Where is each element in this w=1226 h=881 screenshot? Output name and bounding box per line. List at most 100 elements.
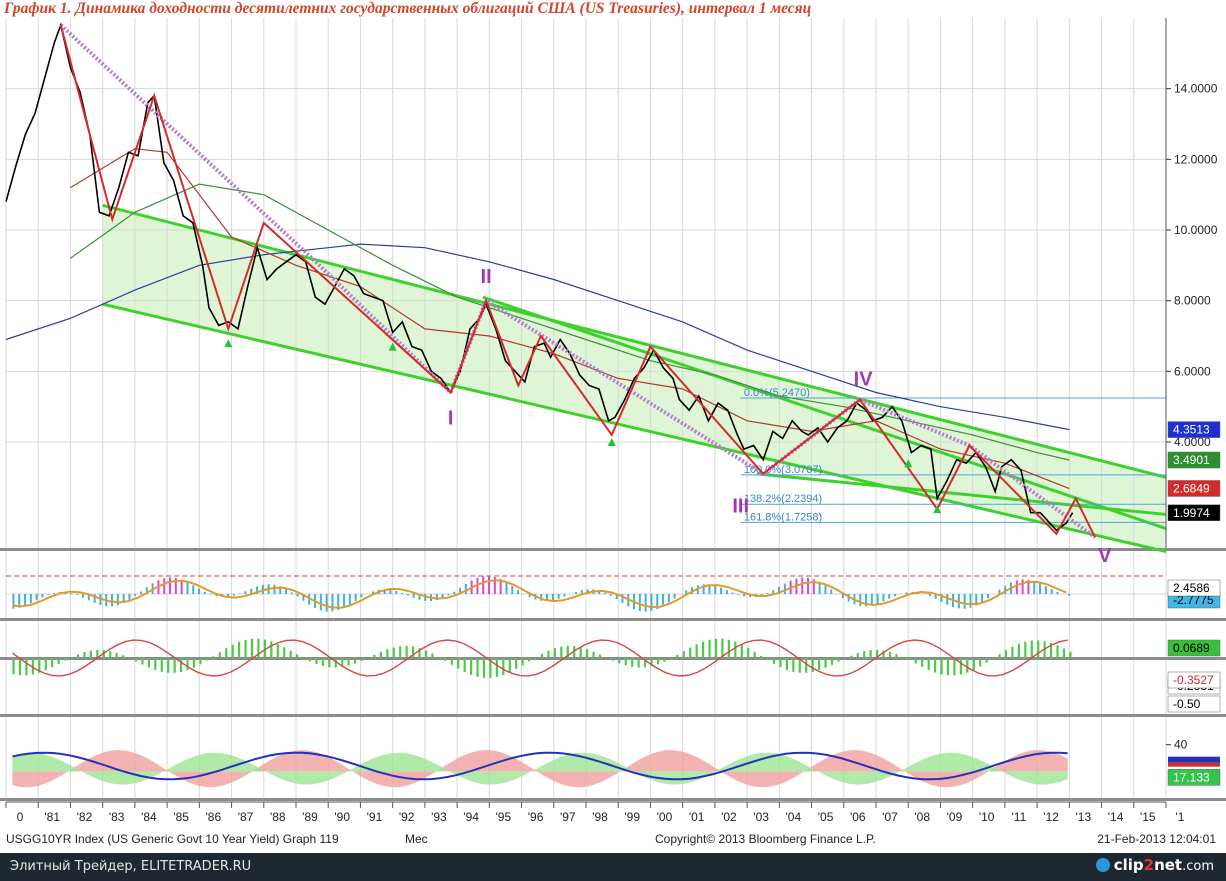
value-badge-label: 2.4586 [1173, 581, 1210, 595]
oscillator-bar [662, 594, 665, 607]
macd-bar [122, 655, 125, 658]
macd-bar [328, 658, 331, 668]
oscillator-bar [453, 591, 456, 594]
oscillator-bar [969, 594, 972, 608]
macd-bar [64, 658, 67, 661]
value-badge [1167, 451, 1221, 469]
dmi-plus-area [12, 750, 1068, 788]
macd-bar [624, 658, 627, 666]
macd-bar [663, 658, 666, 662]
macd-bar [51, 658, 54, 668]
oscillator-bar [203, 591, 206, 594]
macd-bar [437, 656, 440, 658]
x-tick-label: '99 [624, 810, 640, 824]
oscillator-signal-line [12, 579, 1067, 609]
macd-bar [231, 644, 234, 658]
value-badge-label: 0.0689 [1173, 641, 1210, 655]
macd-bar [450, 658, 453, 665]
oscillator-bar [598, 590, 601, 594]
x-tick-label: '10 [979, 810, 995, 824]
macd-bar [257, 638, 260, 658]
value-badge [1167, 695, 1221, 713]
x-tick-label: '87 [238, 810, 254, 824]
wave-label: IV [854, 368, 874, 390]
macd-bar [921, 658, 924, 667]
oscillator-bar [772, 590, 775, 594]
signal-marker [933, 505, 942, 514]
macd-bar [399, 646, 402, 658]
macd-bar [431, 653, 434, 658]
channel-upper-line [102, 203, 1167, 479]
macd-bar [70, 657, 73, 658]
macd-bar [12, 658, 15, 675]
macd-bar [753, 651, 756, 658]
macd-bar [553, 648, 556, 658]
oscillator-bar [644, 594, 647, 612]
macd-bar [818, 658, 821, 671]
x-tick-label: '00 [657, 810, 673, 824]
macd-bar [650, 658, 653, 667]
main-plot: 0.0%(5.2470)100.0%(3.0707)138.2%(2.2394)… [5, 22, 1167, 567]
macd-bar [225, 648, 228, 658]
adx-color-swatch [1168, 756, 1220, 763]
macd-bar [83, 652, 86, 658]
oscillator-bar [12, 594, 15, 609]
macd-bar [837, 658, 840, 662]
y-tick-label: 4.0000 [1174, 435, 1211, 449]
oscillator-bar [517, 589, 520, 594]
macd-bar [341, 658, 344, 667]
oscillator-bar [493, 577, 496, 594]
oscillator-bar [888, 594, 891, 599]
macd-bar [708, 639, 711, 658]
oscillator-bar [488, 576, 491, 594]
macd-bar [321, 658, 324, 667]
macd-bar [785, 658, 788, 670]
x-tick-label: '07 [882, 810, 898, 824]
footer-timestamp: 21-Feb-2013 12:04:01 [1097, 832, 1216, 846]
macd-panel: 0.0689-0.2831-0.50-0.3527 [11, 638, 1221, 713]
macd-bar [38, 658, 41, 673]
value-badge-label: 3.4901 [1173, 453, 1210, 467]
macd-bar [1069, 651, 1072, 658]
x-tick-label: '14 [1108, 810, 1124, 824]
x-tick-label: '06 [850, 810, 866, 824]
x-tick-label: '01 [689, 810, 705, 824]
x-tick-label: '83 [109, 810, 125, 824]
footer-copyright: Copyright© 2013 Bloomberg Finance L.P. [655, 832, 876, 846]
oscillator-bar [894, 594, 897, 597]
macd-bar [985, 658, 988, 663]
macd-bar [721, 638, 724, 658]
oscillator-bar [1021, 579, 1024, 594]
x-tick-label: '96 [528, 810, 544, 824]
oscillator-bar [482, 576, 485, 594]
footer-index-label: USGG10YR Index (US Generic Govt 10 Year … [6, 832, 339, 846]
macd-bar [592, 651, 595, 658]
oscillator-bar [638, 594, 641, 611]
macd-bar [940, 658, 943, 675]
oscillator-bar [250, 588, 253, 594]
x-tick-label: '05 [818, 810, 834, 824]
oscillator-bar [656, 594, 659, 610]
oscillator-bar [859, 594, 862, 606]
adx-line [12, 751, 1068, 781]
oscillator-bar [760, 594, 763, 596]
oscillator-bar [325, 594, 328, 612]
fib-level-label: 0.0%(5.2470) [744, 387, 810, 399]
macd-bar [953, 658, 956, 676]
macd-bar [25, 658, 28, 676]
oscillator-bar [29, 594, 32, 604]
macd-bar [914, 658, 917, 664]
macd-bar [682, 651, 685, 658]
macd-bar [521, 658, 524, 666]
oscillator-bar [667, 594, 670, 603]
macd-bar [76, 654, 80, 658]
value-badge-label: -0.50 [1173, 697, 1201, 711]
macd-bar [470, 658, 473, 675]
x-tick-label: '88 [270, 810, 286, 824]
macd-bar [186, 658, 189, 671]
macd-bar [934, 658, 937, 673]
oscillator-bar [807, 577, 810, 594]
oscillator-bar [279, 586, 282, 594]
oscillator-bar [1050, 589, 1053, 594]
